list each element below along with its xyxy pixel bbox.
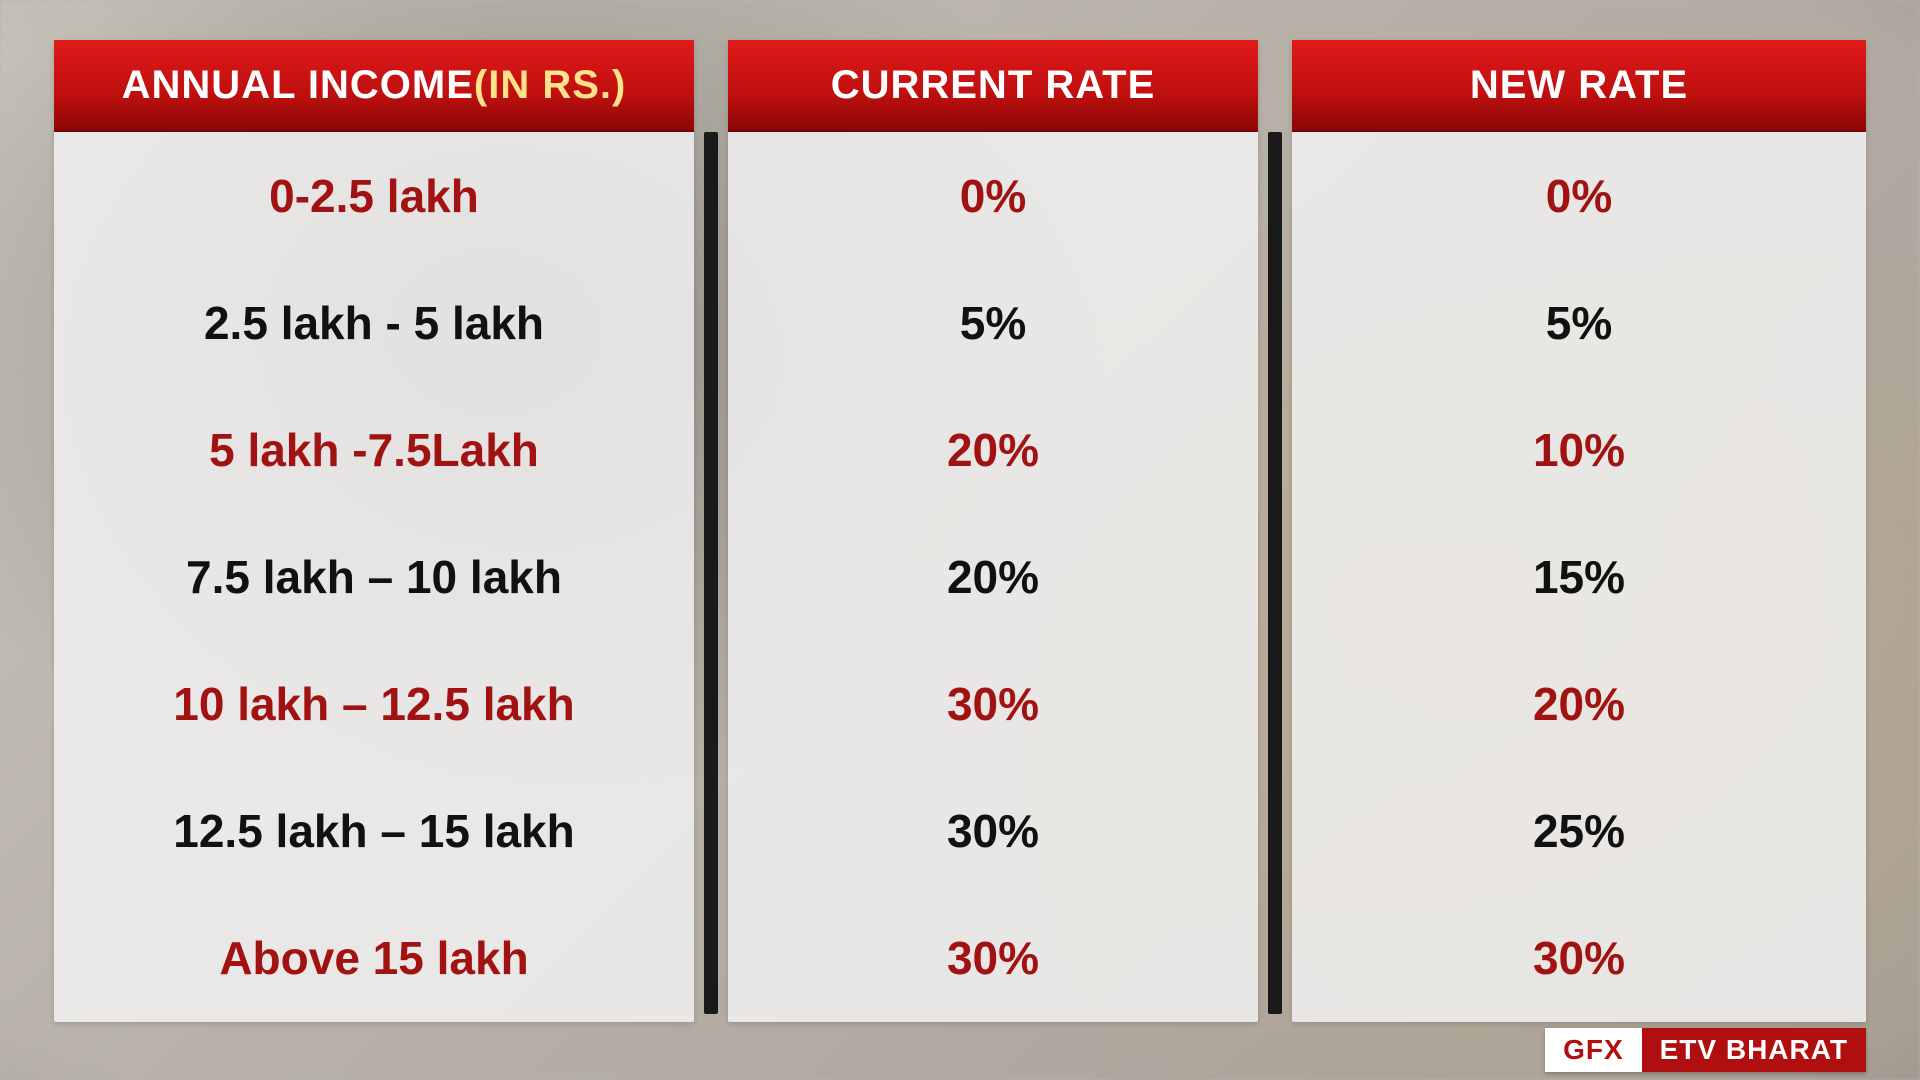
panel-annual-income: ANNUAL INCOME(IN RS.) 0-2.5 lakh2.5 lakh…	[54, 40, 694, 1022]
rows-current-rate: 0%5%20%20%30%30%30%	[728, 132, 1258, 1022]
income-cell: 0-2.5 lakh	[54, 132, 694, 259]
header-income-sub: (IN RS.)	[474, 63, 626, 107]
footer-badges: GFX ETV BHARAT	[1545, 1028, 1866, 1072]
divider-bar	[1268, 132, 1282, 1014]
new-rate-cell: 10%	[1292, 386, 1866, 513]
new-rate-cell: 20%	[1292, 641, 1866, 768]
income-cell: 12.5 lakh – 15 lakh	[54, 768, 694, 895]
new-rate-cell: 30%	[1292, 895, 1866, 1022]
current-rate-cell: 20%	[728, 513, 1258, 640]
divider-2	[1258, 40, 1292, 1022]
header-income-main: ANNUAL INCOME	[122, 63, 474, 107]
panel-new-rate: NEW RATE 0%5%10%15%20%25%30%	[1292, 40, 1866, 1022]
panels-row: ANNUAL INCOME(IN RS.) 0-2.5 lakh2.5 lakh…	[54, 40, 1866, 1022]
income-cell: Above 15 lakh	[54, 895, 694, 1022]
income-cell: 2.5 lakh - 5 lakh	[54, 259, 694, 386]
new-rate-cell: 25%	[1292, 768, 1866, 895]
income-cell: 7.5 lakh – 10 lakh	[54, 513, 694, 640]
header-new-rate: NEW RATE	[1292, 40, 1866, 132]
current-rate-cell: 30%	[728, 895, 1258, 1022]
header-current-rate: CURRENT RATE	[728, 40, 1258, 132]
infographic-stage: ANNUAL INCOME(IN RS.) 0-2.5 lakh2.5 lakh…	[0, 0, 1920, 1080]
current-rate-cell: 20%	[728, 386, 1258, 513]
divider-1	[694, 40, 728, 1022]
rows-annual-income: 0-2.5 lakh2.5 lakh - 5 lakh5 lakh -7.5La…	[54, 132, 694, 1022]
income-cell: 10 lakh – 12.5 lakh	[54, 641, 694, 768]
new-rate-cell: 15%	[1292, 513, 1866, 640]
badge-etv-bharat: ETV BHARAT	[1642, 1028, 1866, 1072]
current-rate-cell: 30%	[728, 641, 1258, 768]
new-rate-cell: 5%	[1292, 259, 1866, 386]
divider-bar	[704, 132, 718, 1014]
current-rate-cell: 0%	[728, 132, 1258, 259]
current-rate-cell: 30%	[728, 768, 1258, 895]
rows-new-rate: 0%5%10%15%20%25%30%	[1292, 132, 1866, 1022]
header-annual-income: ANNUAL INCOME(IN RS.)	[54, 40, 694, 132]
current-rate-cell: 5%	[728, 259, 1258, 386]
panel-current-rate: CURRENT RATE 0%5%20%20%30%30%30%	[728, 40, 1258, 1022]
new-rate-cell: 0%	[1292, 132, 1866, 259]
badge-gfx: GFX	[1545, 1028, 1642, 1072]
income-cell: 5 lakh -7.5Lakh	[54, 386, 694, 513]
